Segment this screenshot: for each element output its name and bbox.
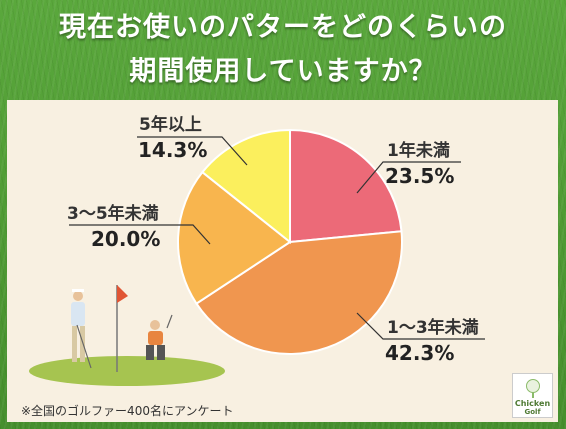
leader-line-3 (69, 224, 211, 245)
putting-green (29, 356, 225, 386)
pie-slice-2 (195, 230, 403, 355)
logo-text-2: Golf (524, 408, 541, 416)
tee-icon (532, 392, 534, 398)
value-label-4: 14.3% (138, 138, 208, 162)
category-label-2: 1〜3年未満 (387, 318, 479, 338)
value-label-3: 20.0% (91, 227, 161, 251)
golf-ball-icon (526, 379, 540, 393)
pie-slice-3 (177, 170, 292, 305)
leader-line-4 (137, 136, 248, 166)
pie-slice-1 (289, 128, 403, 244)
chart-panel: 1年未満 23.5% 1〜3年未満 42.3% 3〜5年未満 20.0% 5年以… (7, 100, 558, 422)
value-label-2: 42.3% (385, 341, 455, 365)
chicken-golf-logo: Chicken Golf (512, 373, 553, 418)
question-title: 現在お使いのパターをどのくらいの 期間使用していますか？ (0, 6, 566, 94)
title-line-2: 期間使用していますか？ (129, 56, 437, 87)
title-line-1: 現在お使いのパターをどのくらいの (59, 12, 507, 43)
footnote: ※全国のゴルファー400名にアンケート (21, 404, 234, 418)
category-label-1: 1年未満 (387, 141, 450, 161)
golfer-illustration (29, 285, 225, 386)
leader-line-1 (356, 161, 461, 194)
value-label-1: 23.5% (385, 164, 455, 188)
leader-line-2 (356, 312, 485, 340)
standing-golfer-icon (71, 289, 92, 369)
pie-slice-4 (201, 128, 291, 245)
category-label-4: 5年以上 (139, 115, 202, 135)
pie-chart (69, 128, 485, 355)
flag-icon (117, 285, 128, 303)
crouching-golfer-icon (146, 314, 173, 360)
logo-text-1: Chicken (514, 399, 551, 408)
category-label-3: 3〜5年未満 (67, 204, 159, 224)
